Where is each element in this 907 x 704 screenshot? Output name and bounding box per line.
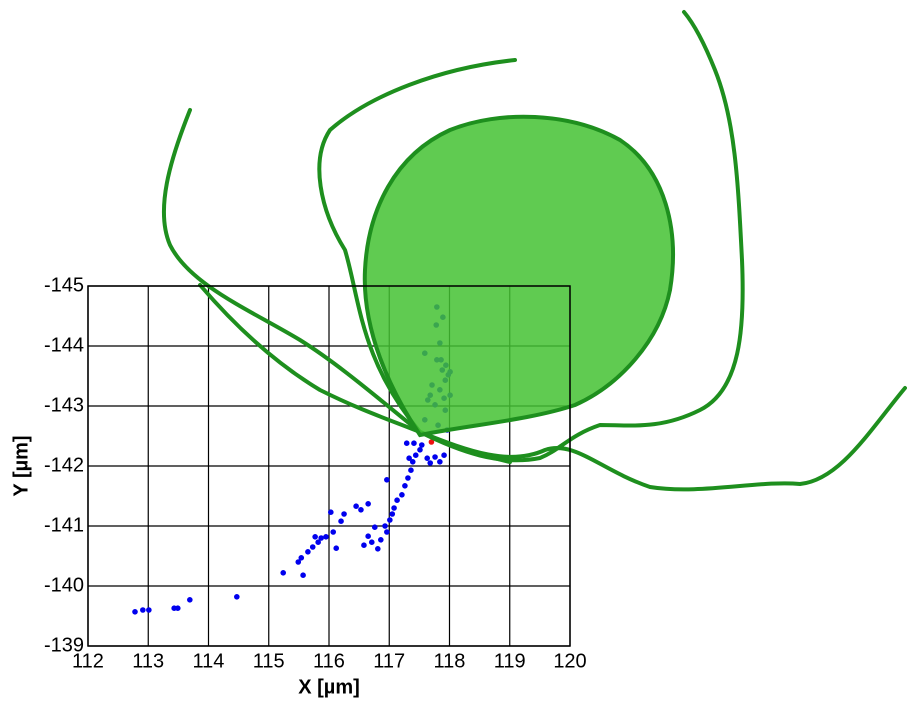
point: [341, 511, 347, 517]
point: [427, 460, 434, 466]
point: [318, 535, 324, 541]
x-tick-label: 113: [132, 650, 164, 672]
outline-curve: [198, 283, 512, 464]
point: [382, 523, 388, 529]
point: [234, 594, 240, 600]
x-tick-label: 118: [434, 650, 466, 672]
point: [403, 440, 410, 447]
point: [140, 607, 146, 613]
point: [441, 452, 447, 459]
point: [391, 505, 397, 511]
point: [375, 546, 381, 552]
point: [300, 572, 306, 578]
point: [384, 477, 390, 483]
x-tick-label: 115: [253, 650, 285, 672]
x-tick-label: 114: [193, 650, 225, 672]
point: [411, 440, 417, 447]
cell-outline-overlay: [161, 10, 907, 492]
point: [387, 517, 393, 523]
point: [412, 452, 419, 459]
y-tick-label: -139: [44, 634, 84, 656]
point: [409, 459, 416, 465]
y-tick-label: -142: [44, 454, 84, 476]
point: [405, 475, 411, 481]
y-tick-label: -141: [44, 514, 84, 536]
point: [428, 439, 435, 445]
point: [315, 539, 321, 545]
point: [328, 509, 334, 515]
point: [389, 511, 396, 517]
point: [432, 454, 438, 460]
point: [402, 483, 408, 489]
point: [305, 549, 311, 555]
point: [384, 529, 390, 535]
x-tick-label: 119: [494, 650, 526, 672]
point: [174, 605, 181, 611]
point: [132, 609, 138, 615]
point: [146, 607, 152, 613]
point: [358, 507, 364, 513]
point: [330, 529, 337, 535]
y-tick-label: -145: [44, 274, 84, 296]
x-tick-label: 112: [72, 650, 104, 672]
point: [371, 524, 378, 530]
y-tick-label: -143: [44, 394, 84, 416]
point: [365, 533, 371, 539]
y-tick-label: -144: [44, 334, 84, 356]
point: [309, 544, 316, 550]
point: [361, 542, 367, 548]
point: [394, 497, 400, 504]
plot-frame: [87, 285, 571, 647]
y-tick-label: -140: [44, 574, 84, 596]
point: [312, 534, 318, 540]
x-tick-label: 116: [313, 650, 345, 672]
point: [399, 492, 405, 498]
point: [333, 545, 340, 551]
point: [280, 570, 287, 576]
point: [417, 447, 423, 453]
outline-curve: [317, 10, 745, 463]
y-axis-label: Y [µm]: [10, 435, 32, 496]
point: [338, 518, 344, 524]
point: [323, 534, 329, 540]
point: [378, 537, 384, 543]
point: [353, 503, 359, 510]
cell-body: [362, 114, 675, 438]
x-tick-label: 117: [373, 650, 405, 672]
point: [418, 442, 425, 448]
point: [424, 455, 431, 462]
point: [368, 539, 375, 545]
point: [298, 555, 305, 561]
x-axis-label: X [µm]: [298, 676, 360, 698]
point: [437, 459, 443, 465]
point: [408, 467, 414, 474]
point: [187, 597, 193, 603]
point: [295, 559, 302, 565]
point: [406, 455, 412, 462]
point: [365, 501, 371, 507]
x-tick-label: 120: [553, 650, 586, 672]
